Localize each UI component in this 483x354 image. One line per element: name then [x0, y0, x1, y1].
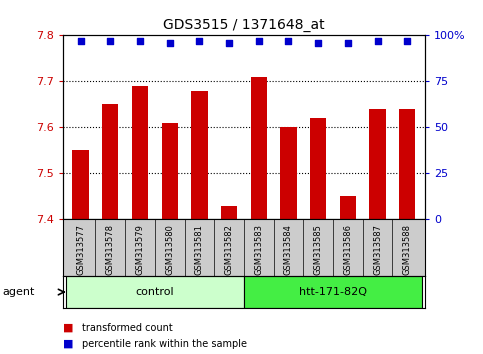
Text: GSM313586: GSM313586: [343, 224, 352, 275]
Bar: [280, 127, 297, 219]
Text: GSM313587: GSM313587: [373, 224, 382, 275]
Bar: [132, 86, 148, 219]
Bar: [340, 196, 356, 219]
Point: [77, 38, 85, 44]
Text: GSM313588: GSM313588: [403, 224, 412, 275]
Text: ■: ■: [63, 323, 73, 333]
Point: [344, 40, 352, 46]
Bar: [102, 104, 118, 219]
Text: transformed count: transformed count: [82, 323, 173, 333]
Point: [196, 38, 203, 44]
Point: [314, 40, 322, 46]
Text: GSM313584: GSM313584: [284, 224, 293, 275]
Text: GSM313577: GSM313577: [76, 224, 85, 275]
Bar: [66, 276, 244, 308]
Bar: [310, 118, 327, 219]
Bar: [161, 123, 178, 219]
Text: GSM313583: GSM313583: [254, 224, 263, 275]
Bar: [221, 206, 237, 219]
Point: [403, 38, 411, 44]
Text: control: control: [136, 287, 174, 297]
Bar: [399, 109, 415, 219]
Text: GSM313585: GSM313585: [313, 224, 323, 275]
Text: GSM313580: GSM313580: [165, 224, 174, 275]
Bar: [191, 91, 208, 219]
Point: [106, 38, 114, 44]
Text: GSM313579: GSM313579: [136, 224, 144, 275]
Point: [255, 38, 263, 44]
Point: [136, 38, 144, 44]
Title: GDS3515 / 1371648_at: GDS3515 / 1371648_at: [163, 18, 325, 32]
Point: [374, 38, 382, 44]
Text: GSM313582: GSM313582: [225, 224, 234, 275]
Text: ■: ■: [63, 339, 73, 349]
Point: [284, 38, 292, 44]
Text: htt-171-82Q: htt-171-82Q: [299, 287, 367, 297]
Bar: [72, 150, 89, 219]
Bar: [369, 109, 386, 219]
Text: GSM313581: GSM313581: [195, 224, 204, 275]
Bar: [244, 276, 422, 308]
Point: [225, 40, 233, 46]
Text: agent: agent: [2, 287, 35, 297]
Bar: [251, 77, 267, 219]
Text: percentile rank within the sample: percentile rank within the sample: [82, 339, 247, 349]
Point: [166, 40, 173, 46]
Text: GSM313578: GSM313578: [106, 224, 115, 275]
